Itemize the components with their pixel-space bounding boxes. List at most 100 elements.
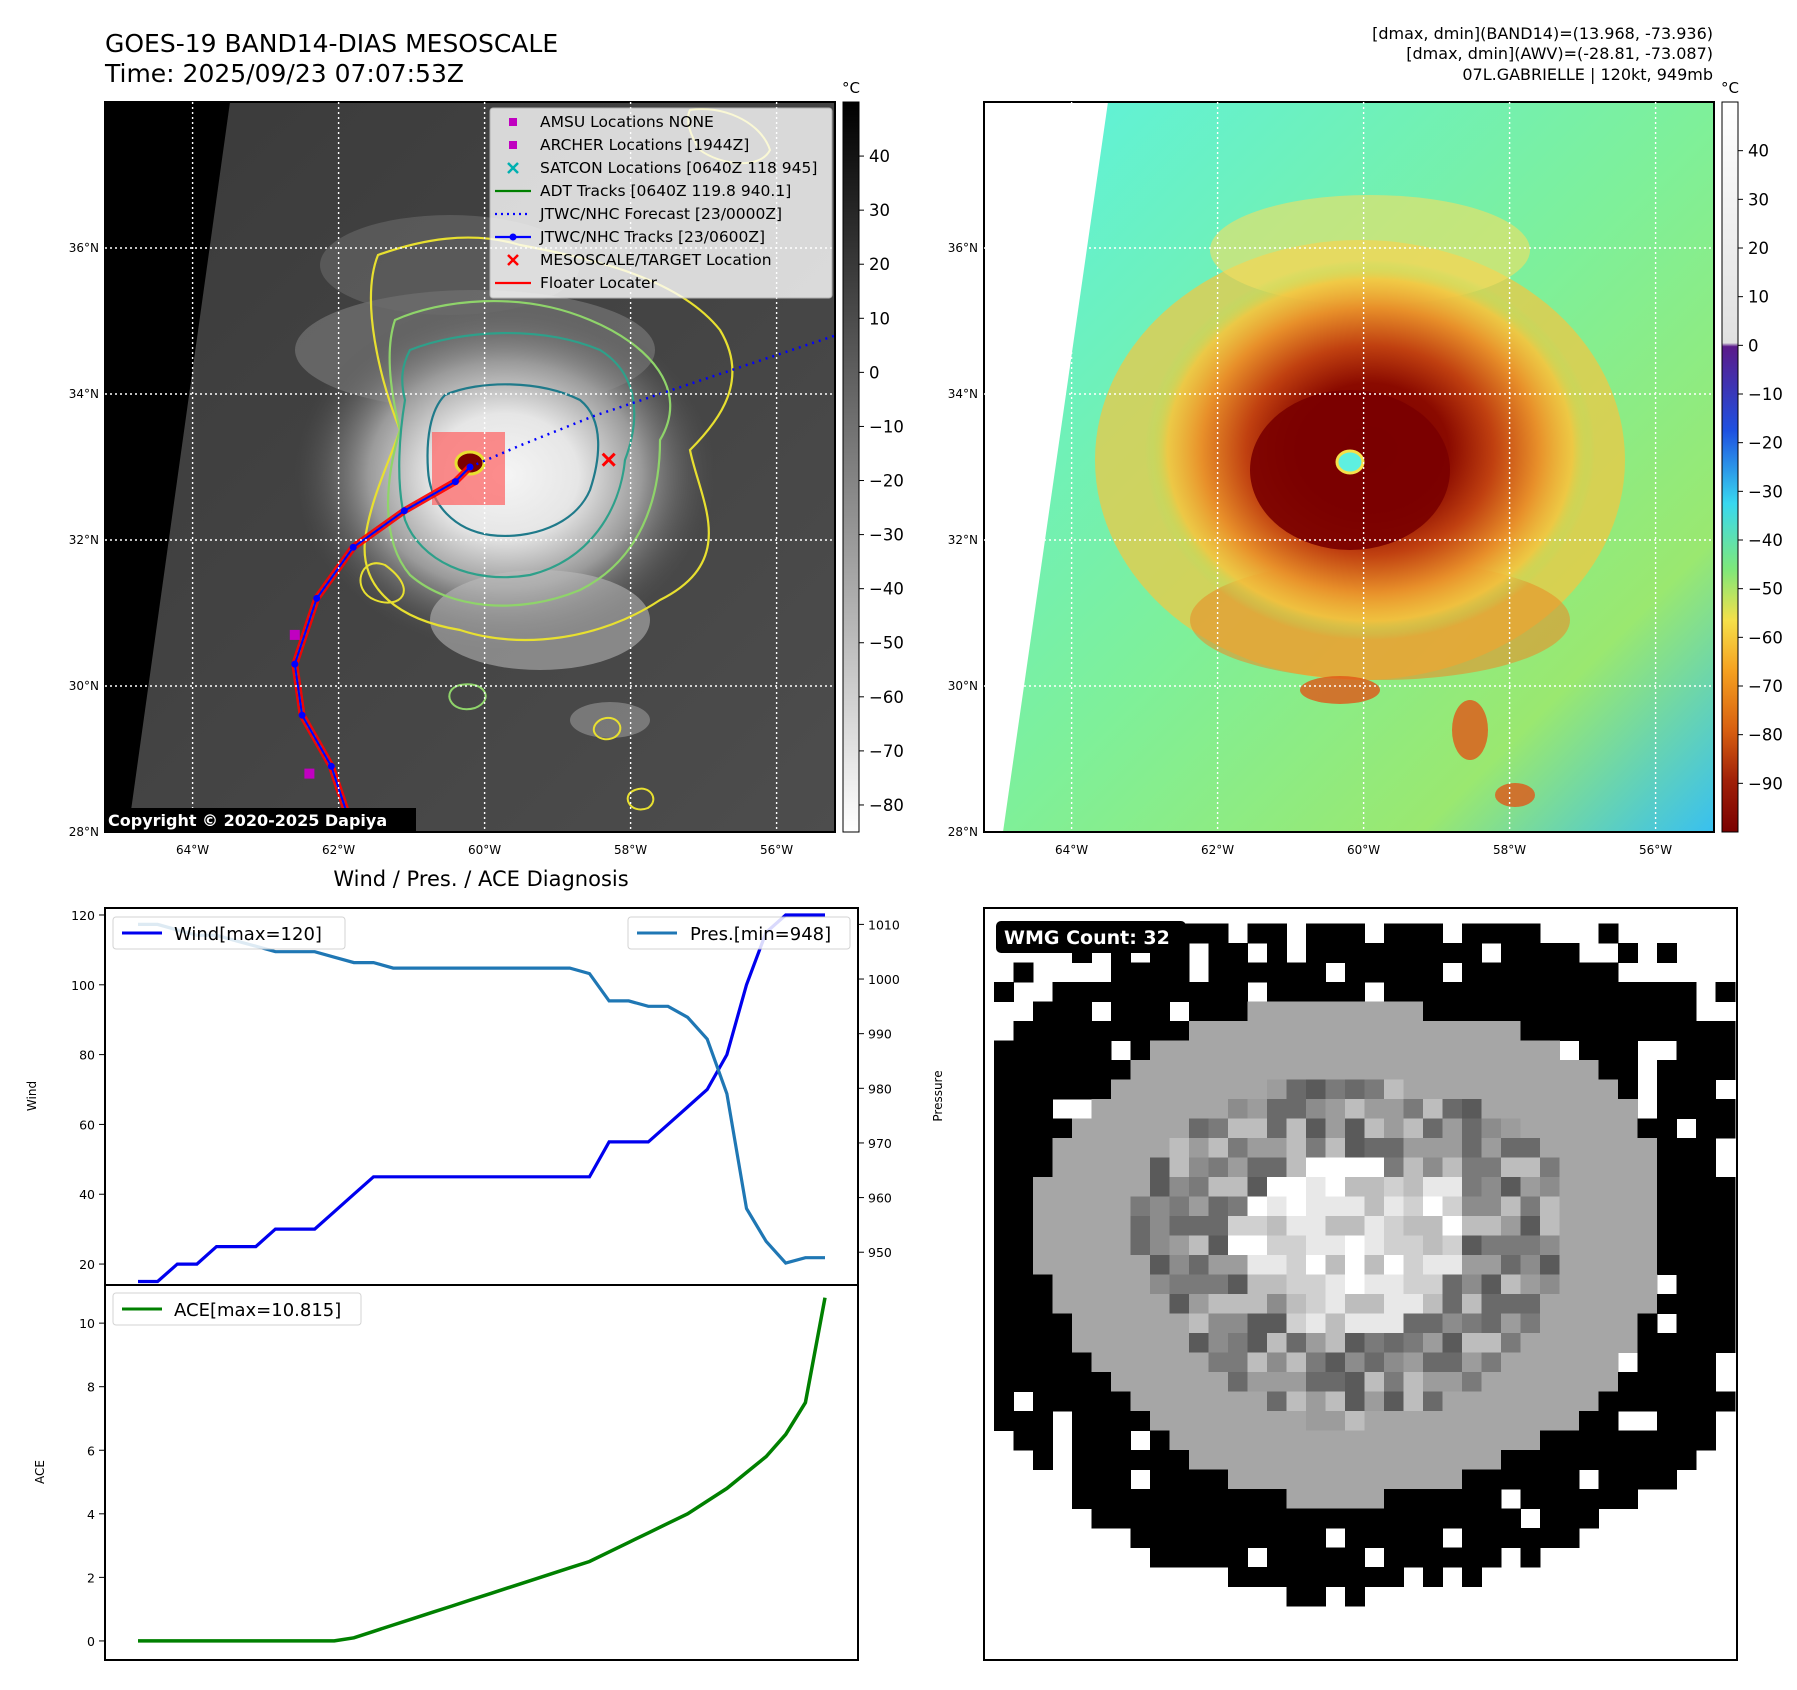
colorbar-tick-label: 0 (869, 363, 880, 382)
wmg-cell (1364, 1235, 1385, 1256)
wmg-cell (1579, 1099, 1599, 1119)
wmg-cell (1189, 1450, 1209, 1470)
wmg-cell (1579, 1391, 1599, 1412)
wmg-cell (1462, 1040, 1482, 1061)
wmg-cell (994, 1235, 1014, 1256)
wmg-cell (1715, 1333, 1736, 1353)
wmg-cell (1130, 1489, 1151, 1509)
wmg-cell (1150, 962, 1170, 983)
wmg-cell (1657, 1469, 1677, 1490)
wmg-cell (1189, 1489, 1209, 1509)
wmg-cell (1384, 1060, 1404, 1080)
wmg-cell (1520, 1450, 1541, 1470)
wmg-cell (1423, 1138, 1443, 1158)
wmg-cell (1676, 1196, 1697, 1217)
wmg-cell (1442, 1255, 1463, 1275)
wmg-cell (1540, 943, 1560, 963)
wmg-cell (1676, 1001, 1697, 1022)
wmg-cell (1325, 1235, 1346, 1256)
wmg-cell (1657, 1060, 1677, 1080)
wmg-cell (1325, 1157, 1346, 1178)
wmg-cell (1345, 1157, 1365, 1178)
ir-map-ticks: 64°W 62°W 60°W 58°W 56°W 36°N 34°N 32°N 30°N 28°N (69, 241, 794, 857)
wmg-cell (1481, 1079, 1502, 1100)
wmg-cell (1247, 1469, 1268, 1490)
wmg-cell (1267, 1294, 1287, 1314)
wmg-cell (1481, 1528, 1502, 1548)
wmg-cell (1091, 1469, 1112, 1490)
wmg-cell (1520, 1372, 1541, 1392)
wmg-cell (1676, 1079, 1697, 1100)
wmg-cell (1111, 1294, 1131, 1314)
wmg-cell (1696, 1157, 1716, 1178)
wmg-cell (1189, 1118, 1209, 1139)
wmg-cell (1091, 1391, 1112, 1412)
wmg-cell (1111, 1196, 1131, 1217)
wmg-cell (1150, 1118, 1170, 1139)
wmg-cell (1520, 1099, 1541, 1119)
wmg-cell (1657, 1372, 1677, 1392)
wmg-cell (1325, 1352, 1346, 1373)
wmg-cell (1442, 1430, 1463, 1451)
wmg-cell (1267, 1157, 1287, 1178)
legend-label: Floater Locater (540, 274, 658, 292)
wmg-cell (1462, 1469, 1482, 1490)
wmg-cell (1228, 1001, 1248, 1022)
wmg-cell (1715, 1294, 1736, 1314)
ir-colorbar-ticks: 40 30 20 10 0 −10 −20 −30 −40 −50 −60 −70 −80 (859, 147, 904, 815)
wmg-cell (1345, 1489, 1365, 1509)
legend-marker-dot (509, 233, 517, 241)
wmg-cell (1559, 982, 1580, 1002)
wmg-cell (1130, 1235, 1151, 1256)
wmg-cell (1306, 1060, 1326, 1080)
target-marker (601, 452, 616, 467)
wmg-cell (1637, 1313, 1658, 1334)
wmg-cell (1559, 1489, 1580, 1509)
wmg-cell (1423, 1079, 1443, 1100)
ir-colorbar (842, 101, 860, 833)
colorbar-tick-label: −20 (869, 472, 904, 491)
wmg-cell (1462, 1528, 1482, 1548)
wmg-cell (1052, 1157, 1073, 1178)
wmg-cell (1072, 1469, 1092, 1490)
wmg-cell (1345, 1079, 1365, 1100)
wmg-cell (1403, 1313, 1424, 1334)
wmg-cell (1598, 1216, 1619, 1236)
wmg-cell (1208, 1001, 1229, 1022)
colorbar-tick-label: 40 (869, 147, 890, 166)
ace-tick-label: 2 (87, 1570, 95, 1585)
wmg-cell (1559, 1411, 1580, 1431)
wmg-cell (1306, 1411, 1326, 1431)
wmg-cell (1403, 1118, 1424, 1139)
wmg-cell (1033, 1391, 1053, 1412)
wmg-cell (1501, 1450, 1521, 1470)
legend-marker-square (509, 141, 517, 149)
wmg-cell (1364, 1352, 1385, 1373)
ace-legend-box (112, 1292, 362, 1326)
wmg-cell (1111, 1177, 1131, 1197)
wmg-cell (1384, 1469, 1404, 1490)
wmg-cell (1267, 1430, 1287, 1451)
wmg-cell (1696, 1313, 1716, 1334)
wmg-cell (1208, 1177, 1229, 1197)
best-track-point (349, 543, 357, 551)
forecast-track (469, 334, 835, 469)
wmg-cell (994, 1216, 1014, 1236)
wmg-cell (1033, 1001, 1053, 1022)
wmg-cell (1423, 1489, 1443, 1509)
wmg-cell (1189, 1040, 1209, 1061)
wmg-cell (1657, 1391, 1677, 1412)
copyright-box (104, 808, 416, 832)
wmg-cell (1540, 1508, 1560, 1529)
wmg-cell (1384, 1099, 1404, 1119)
wmg-cell (1247, 1372, 1268, 1392)
wmg-cell (1696, 1040, 1716, 1061)
wmg-cell (1325, 1430, 1346, 1451)
wmg-cell (1189, 1528, 1209, 1548)
wmg-cell (1657, 1294, 1677, 1314)
wmg-cell (1013, 1138, 1034, 1158)
wmg-cell (1286, 1255, 1307, 1275)
legend-marker-x (507, 254, 519, 266)
wmg-cell (1579, 1196, 1599, 1217)
wmg-cell (1598, 1450, 1619, 1470)
